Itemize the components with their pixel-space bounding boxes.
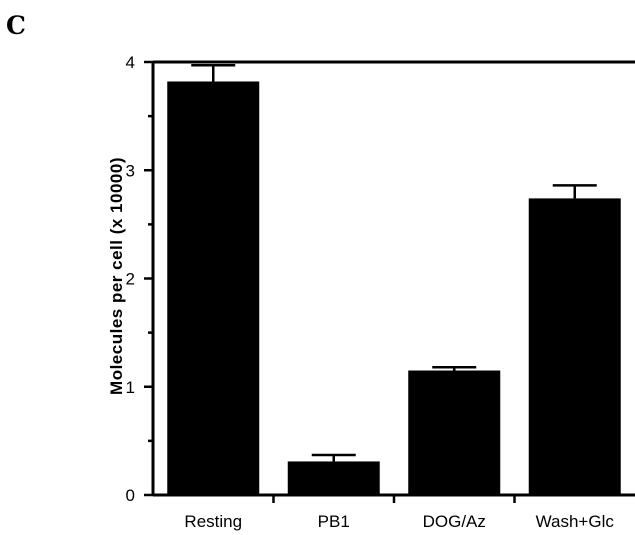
bar-wash-glc — [528, 198, 621, 495]
y-tick-label: 3 — [126, 161, 135, 180]
x-labels-group: Resting PB1 DOG/Az Wash+Glc — [184, 512, 614, 531]
bar-resting — [167, 81, 260, 496]
y-axis-label: Molecules per cell (x 10000) — [107, 157, 126, 395]
bars-group — [167, 81, 621, 496]
y-ticks-group: 0 1 2 3 4 — [126, 53, 516, 505]
y-tick-label: 0 — [126, 486, 135, 505]
x-tick-label: Wash+Glc — [536, 512, 615, 531]
panel-label: C — [6, 11, 26, 40]
x-tick-label: Resting — [184, 512, 242, 531]
error-bars-group — [191, 63, 597, 462]
x-tick-label: DOG/Az — [423, 512, 486, 531]
bar-dog-az — [408, 370, 501, 495]
bar-pb1 — [287, 461, 380, 495]
y-tick-label: 2 — [126, 270, 135, 289]
y-tick-label: 4 — [126, 53, 135, 72]
x-tick-label: PB1 — [318, 512, 350, 531]
y-tick-label: 1 — [126, 378, 135, 397]
